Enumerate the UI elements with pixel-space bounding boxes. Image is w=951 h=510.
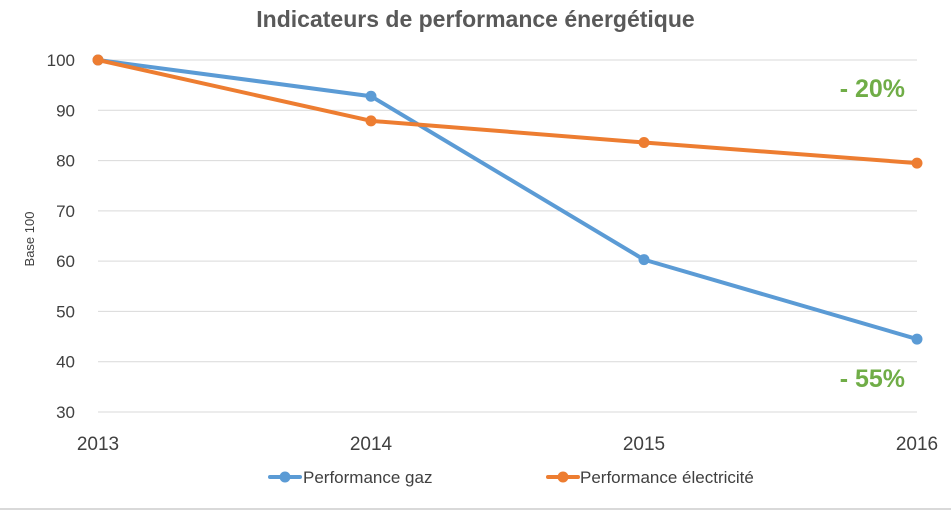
legend-label: Performance électricité <box>580 468 754 487</box>
y-tick-label: 60 <box>56 252 75 271</box>
y-tick-label: 50 <box>56 302 75 321</box>
x-tick-label: 2013 <box>77 434 119 455</box>
annotation-label: - 20% <box>840 75 905 103</box>
y-tick-label: 100 <box>47 51 75 70</box>
y-axis-label: Base 100 <box>22 212 37 267</box>
data-point-series-1 <box>638 136 650 148</box>
y-tick-label: 90 <box>56 101 75 120</box>
y-tick-label: 70 <box>56 202 75 221</box>
series-line-1 <box>96 58 919 166</box>
legend-label: Performance gaz <box>303 468 432 487</box>
series-line-0 <box>96 58 919 342</box>
data-point-series-0 <box>638 254 650 266</box>
data-point-series-1 <box>365 115 377 127</box>
annotation-label: - 55% <box>840 365 905 393</box>
data-point-series-1 <box>92 54 104 66</box>
chart-title: Indicateurs de performance énergétique <box>256 6 695 32</box>
bottom-divider <box>0 508 951 510</box>
y-tick-label: 40 <box>56 353 75 372</box>
x-tick-label: 2014 <box>350 434 393 455</box>
x-tick-label: 2015 <box>623 434 665 455</box>
legend-swatch-marker <box>557 471 569 483</box>
data-point-series-0 <box>911 333 923 345</box>
data-point-series-1 <box>911 157 923 169</box>
y-tick-label: 80 <box>56 152 75 171</box>
data-point-series-0 <box>365 90 377 102</box>
legend-swatch-marker <box>279 471 291 483</box>
y-tick-label: 30 <box>56 403 75 422</box>
x-tick-label: 2016 <box>896 434 938 455</box>
